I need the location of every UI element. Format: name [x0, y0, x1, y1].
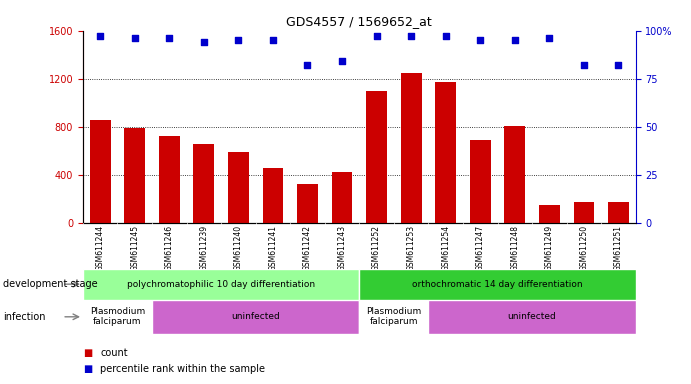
Point [544, 35, 555, 41]
Text: Plasmodium
falciparum: Plasmodium falciparum [366, 307, 422, 326]
Point [95, 33, 106, 40]
Text: Plasmodium
falciparum: Plasmodium falciparum [90, 307, 145, 326]
Point [267, 37, 278, 43]
Text: orthochromatic 14 day differentiation: orthochromatic 14 day differentiation [413, 280, 583, 289]
Text: infection: infection [3, 312, 46, 322]
Bar [401, 73, 422, 223]
Point [198, 39, 209, 45]
Point [233, 37, 244, 43]
Point [509, 37, 520, 43]
FancyBboxPatch shape [83, 300, 152, 334]
Bar [539, 205, 560, 223]
Bar [193, 144, 214, 223]
Text: GSM611242: GSM611242 [303, 225, 312, 271]
Bar [470, 140, 491, 223]
Text: percentile rank within the sample: percentile rank within the sample [100, 364, 265, 374]
Point [440, 33, 451, 40]
Bar [90, 119, 111, 223]
Bar [435, 82, 456, 223]
Text: GSM611248: GSM611248 [510, 225, 520, 271]
Text: GSM611247: GSM611247 [475, 225, 485, 271]
Text: uninfected: uninfected [508, 312, 556, 321]
Text: GSM611254: GSM611254 [441, 225, 451, 271]
Text: ■: ■ [83, 364, 92, 374]
Text: GSM611239: GSM611239 [199, 225, 209, 271]
Text: uninfected: uninfected [231, 312, 280, 321]
Point [578, 62, 589, 68]
Point [613, 62, 624, 68]
Text: GSM611245: GSM611245 [130, 225, 140, 271]
Bar [124, 128, 145, 223]
Bar [297, 184, 318, 223]
Point [406, 33, 417, 40]
Bar [159, 136, 180, 223]
FancyBboxPatch shape [359, 269, 636, 300]
FancyBboxPatch shape [152, 300, 359, 334]
Point [337, 58, 348, 65]
Point [129, 35, 140, 41]
Bar [608, 202, 629, 223]
FancyBboxPatch shape [428, 300, 636, 334]
Point [371, 33, 382, 40]
Title: GDS4557 / 1569652_at: GDS4557 / 1569652_at [287, 15, 432, 28]
FancyBboxPatch shape [83, 269, 359, 300]
Text: GSM611246: GSM611246 [164, 225, 174, 271]
Text: count: count [100, 348, 128, 358]
Bar [263, 167, 283, 223]
Point [302, 62, 313, 68]
Text: GSM611249: GSM611249 [545, 225, 554, 271]
Bar [332, 172, 352, 223]
Bar [228, 152, 249, 223]
Bar [366, 91, 387, 223]
Text: ■: ■ [83, 348, 92, 358]
Text: GSM611240: GSM611240 [234, 225, 243, 271]
FancyBboxPatch shape [359, 300, 428, 334]
Point [164, 35, 175, 41]
Bar [574, 202, 594, 223]
Text: GSM611252: GSM611252 [372, 225, 381, 271]
Text: GSM611251: GSM611251 [614, 225, 623, 271]
Text: GSM611243: GSM611243 [337, 225, 347, 271]
Point [475, 37, 486, 43]
Text: GSM611253: GSM611253 [406, 225, 416, 271]
Text: polychromatophilic 10 day differentiation: polychromatophilic 10 day differentiatio… [127, 280, 315, 289]
Text: GSM611250: GSM611250 [579, 225, 589, 271]
Text: GSM611241: GSM611241 [268, 225, 278, 271]
Text: development stage: development stage [3, 279, 98, 289]
Bar [504, 126, 525, 223]
Text: GSM611244: GSM611244 [95, 225, 105, 271]
